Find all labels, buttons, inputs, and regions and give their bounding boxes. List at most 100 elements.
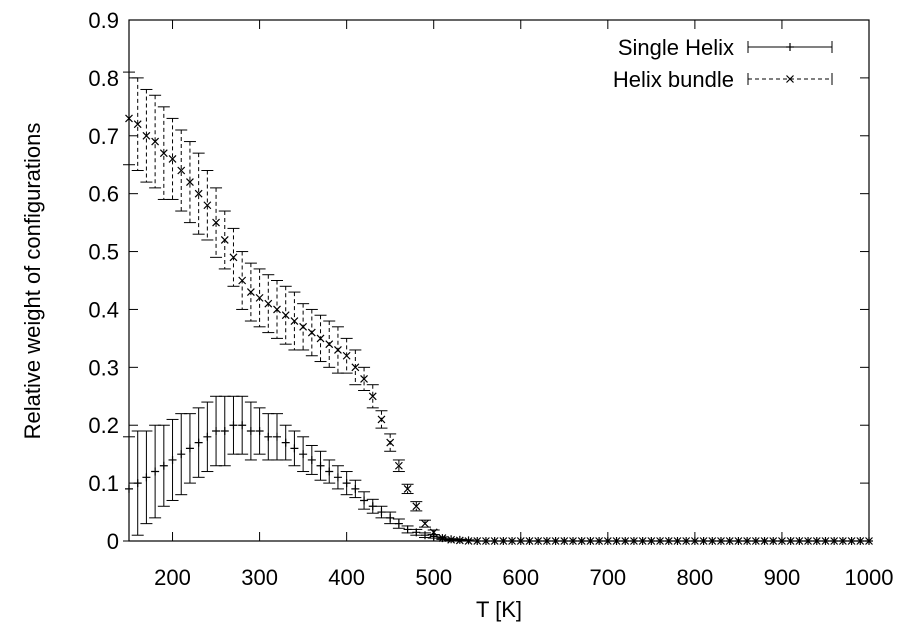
data-point <box>316 334 325 343</box>
data-point <box>125 484 133 493</box>
data-point <box>682 537 691 545</box>
legend-sample-helix-bundle <box>747 73 833 85</box>
data-point <box>717 537 725 545</box>
data-point <box>220 427 229 436</box>
data-point <box>560 537 569 545</box>
data-point <box>595 537 604 545</box>
data-point <box>603 537 612 545</box>
data-point <box>795 537 804 545</box>
data-point <box>821 537 830 545</box>
data-point <box>264 299 273 308</box>
data-point <box>577 537 586 545</box>
legend-marker <box>786 43 794 51</box>
data-point <box>203 201 212 210</box>
data-point <box>273 432 281 441</box>
data-point <box>290 317 299 325</box>
y-tick-label: 0.2 <box>88 413 119 438</box>
series-layer <box>123 71 873 545</box>
data-point <box>177 166 186 175</box>
x-tick-label: 1000 <box>845 565 894 590</box>
data-point <box>429 528 438 537</box>
data-point <box>185 444 194 453</box>
x-axis-title: T [K] <box>476 597 522 622</box>
data-point <box>360 374 368 383</box>
data-point <box>142 131 151 140</box>
data-point <box>238 276 247 285</box>
data-point <box>394 519 403 528</box>
data-point <box>159 149 168 158</box>
data-point <box>865 537 873 545</box>
legend-label-single-helix: Single Helix <box>618 35 734 60</box>
data-point <box>490 537 499 545</box>
series-single-helix <box>123 395 873 545</box>
data-point <box>325 467 334 476</box>
data-point <box>838 537 847 545</box>
data-point <box>412 502 421 511</box>
data-point <box>264 432 273 441</box>
data-point <box>699 537 708 545</box>
data-point <box>638 537 647 545</box>
data-point <box>569 537 577 545</box>
data-point <box>186 178 194 187</box>
x-tick-label: 400 <box>328 565 365 590</box>
data-point <box>255 427 264 436</box>
data-point <box>743 537 752 545</box>
y-tick-label: 0.6 <box>88 182 119 207</box>
y-tick-label: 0.1 <box>88 471 119 496</box>
y-tick-label: 0.3 <box>88 355 119 380</box>
y-tick-label: 0 <box>107 529 119 554</box>
data-point <box>690 537 699 545</box>
data-point <box>203 432 212 441</box>
x-tick-label: 200 <box>154 565 191 590</box>
data-point <box>386 438 395 447</box>
data-point <box>194 438 203 447</box>
y-tick-label: 0.5 <box>88 240 119 265</box>
data-point <box>246 427 255 436</box>
data-point <box>229 253 238 262</box>
data-point <box>473 537 482 545</box>
data-point <box>229 421 238 430</box>
data-point <box>307 328 316 337</box>
data-point <box>281 438 290 447</box>
y-axis-title: Relative weight of configurations <box>20 123 45 440</box>
data-point <box>238 421 247 430</box>
data-point <box>133 120 142 129</box>
y-tick-label: 0.9 <box>88 8 119 33</box>
data-point <box>220 236 229 244</box>
data-point <box>499 537 508 545</box>
data-point <box>421 531 429 540</box>
data-point <box>351 363 360 372</box>
data-point <box>421 519 429 528</box>
data-point <box>177 450 186 459</box>
data-point <box>830 537 839 545</box>
data-point <box>281 311 290 320</box>
data-point <box>168 455 177 464</box>
data-point <box>786 537 795 545</box>
data-point <box>246 288 255 297</box>
data-point <box>647 537 656 545</box>
data-point <box>856 537 865 545</box>
legend-label-helix-bundle: Helix bundle <box>613 67 734 92</box>
data-point <box>464 537 473 545</box>
data-point <box>377 415 386 424</box>
data-point <box>769 537 778 545</box>
data-point <box>377 508 386 517</box>
data-point <box>333 473 342 482</box>
data-point <box>586 537 595 545</box>
data-point <box>447 535 456 544</box>
data-point <box>751 537 760 545</box>
data-point <box>403 525 412 534</box>
data-point <box>760 537 769 545</box>
data-point <box>734 537 743 545</box>
data-point <box>316 461 325 470</box>
plot-frame <box>128 19 870 542</box>
data-point <box>673 537 682 545</box>
data-point <box>778 537 786 545</box>
data-point <box>455 536 464 545</box>
data-point <box>194 189 203 198</box>
data-point <box>133 479 142 488</box>
data-point <box>360 496 369 505</box>
y-tick-label: 0.7 <box>88 124 119 149</box>
data-point <box>273 305 281 314</box>
